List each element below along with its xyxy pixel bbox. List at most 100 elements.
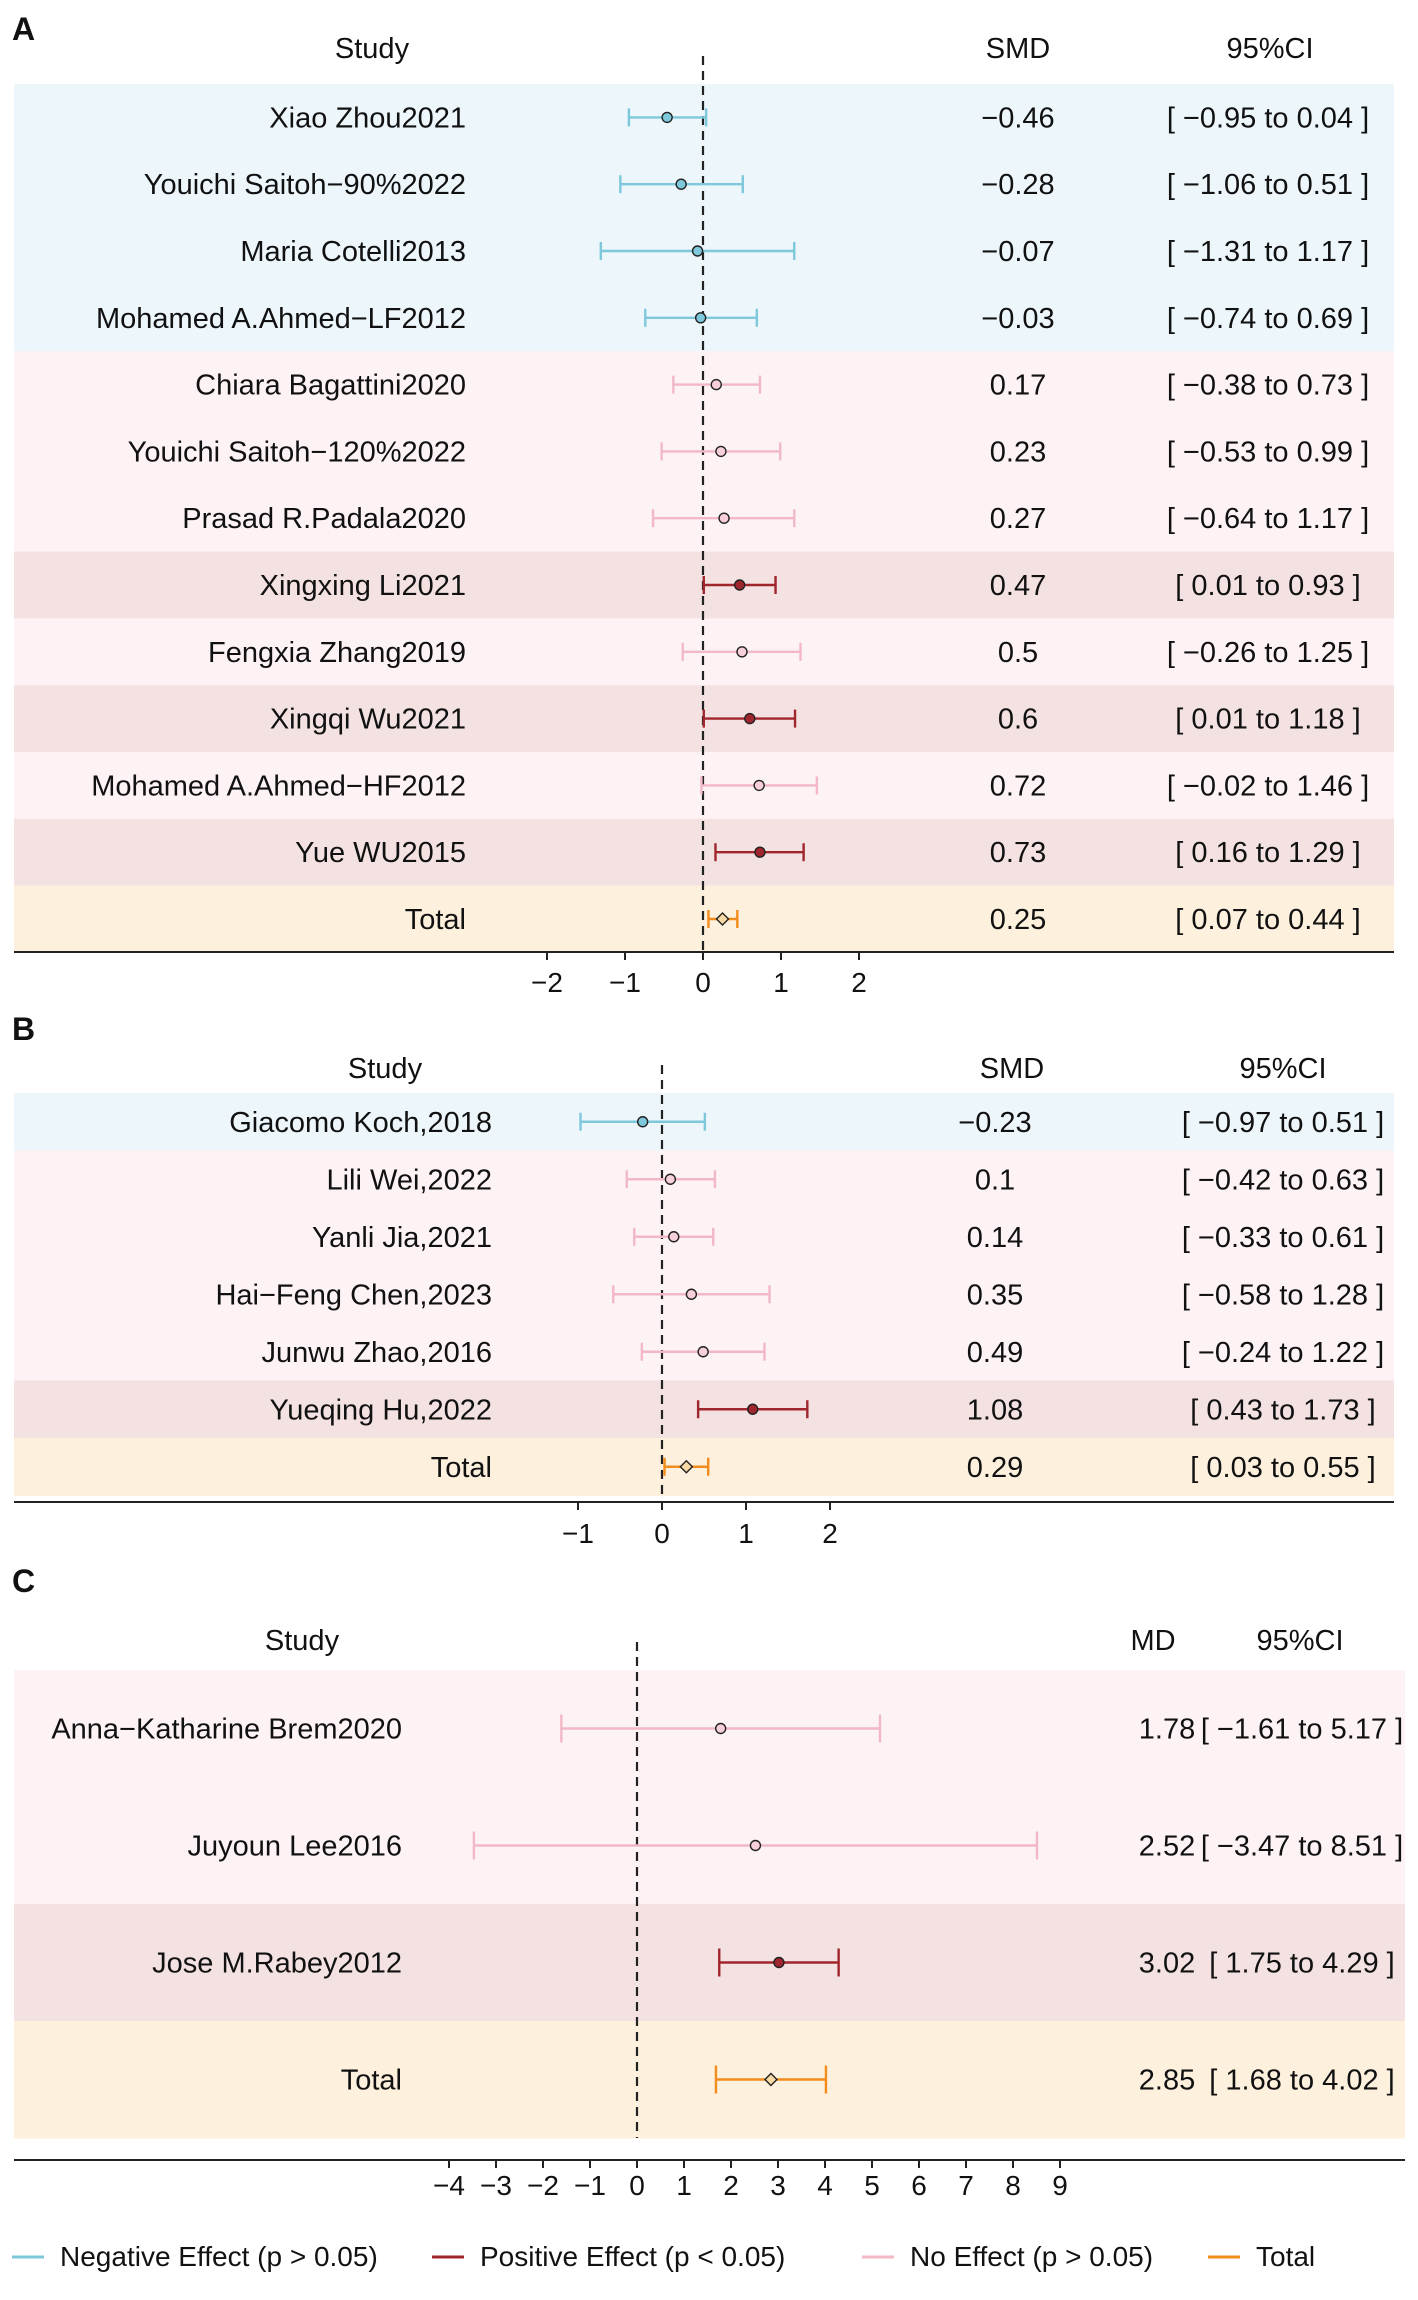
point-estimate <box>664 1173 677 1185</box>
point-estimate <box>694 312 707 324</box>
legend-label-none: No Effect (p > 0.05) <box>910 2241 1153 2272</box>
point-estimate <box>733 579 746 591</box>
estimate-value: 0.25 <box>990 904 1046 936</box>
point-estimate <box>661 111 673 124</box>
legend-label-total: Total <box>1256 2241 1315 2272</box>
row-background-c <box>14 2021 1405 2139</box>
header-ci-b: 95%CI <box>1239 1053 1326 1085</box>
point-estimate <box>715 445 727 458</box>
study-label: Jose M.Rabey2012 <box>152 1948 402 1980</box>
row-background-c <box>14 1904 1405 2022</box>
x-tick-label: −1 <box>609 967 641 998</box>
x-tick-label: 0 <box>695 967 711 998</box>
ci-value: [ −3.47 to 8.51 ] <box>1201 1831 1403 1863</box>
header-smd-b: SMD <box>980 1053 1044 1085</box>
ci-value: [ −0.53 to 0.99 ] <box>1167 436 1369 468</box>
legend-label-positive: Positive Effect (p < 0.05) <box>480 2241 785 2272</box>
header-study-a: Study <box>335 33 410 65</box>
study-label: Youichi Saitoh−90%2022 <box>144 169 466 201</box>
ci-value: [ 0.07 to 0.44 ] <box>1175 904 1360 936</box>
x-tick-label: 6 <box>911 2170 927 2201</box>
ci-value: [ −0.95 to 0.04 ] <box>1167 102 1369 134</box>
point-estimate <box>744 712 756 725</box>
ci-value: [ −0.38 to 0.73 ] <box>1167 370 1369 402</box>
estimate-value: 0.5 <box>998 637 1038 669</box>
x-tick-label: 4 <box>817 2170 833 2201</box>
ci-value: [ −1.31 to 1.17 ] <box>1167 236 1369 268</box>
panel-label-c: C <box>12 1563 35 1599</box>
study-label: Total <box>405 904 466 936</box>
estimate-value: 0.27 <box>990 503 1046 535</box>
study-label: Junwu Zhao,2016 <box>261 1337 492 1369</box>
estimate-value: 0.6 <box>998 704 1038 736</box>
study-label: Total <box>341 2065 402 2097</box>
header-study-b: Study <box>348 1053 423 1085</box>
study-label: Total <box>431 1452 492 1484</box>
point-estimate <box>675 178 687 190</box>
point-estimate <box>697 1346 709 1358</box>
study-label: Anna−Katharine Brem2020 <box>51 1714 402 1746</box>
estimate-value: 0.29 <box>967 1452 1023 1484</box>
ci-value: [ −1.61 to 5.17 ] <box>1201 1714 1403 1746</box>
estimate-value: 0.72 <box>990 770 1046 802</box>
x-tick-label: 7 <box>958 2170 974 2201</box>
estimate-value: 0.73 <box>990 837 1046 869</box>
ci-value: [ −0.97 to 0.51 ] <box>1182 1107 1384 1139</box>
x-tick-label: −4 <box>433 2170 465 2201</box>
study-label: Prasad R.Padala2020 <box>182 503 466 535</box>
header-ci-c: 95%CI <box>1256 1625 1343 1657</box>
estimate-value: −0.03 <box>981 303 1054 335</box>
study-label: Fengxia Zhang2019 <box>208 637 466 669</box>
study-label: Hai−Feng Chen,2023 <box>215 1279 492 1311</box>
estimate-value: 2.52 <box>1139 1831 1195 1863</box>
estimate-value: −0.46 <box>981 102 1054 134</box>
x-tick-label: 3 <box>770 2170 786 2201</box>
study-label: Xingxing Li2021 <box>260 570 466 602</box>
study-label: Xiao Zhou2021 <box>269 102 466 134</box>
ci-value: [ −0.33 to 0.61 ] <box>1182 1222 1384 1254</box>
estimate-value: 0.35 <box>967 1279 1023 1311</box>
x-tick-label: 1 <box>773 967 789 998</box>
ci-value: [ −0.02 to 1.46 ] <box>1167 770 1369 802</box>
ci-value: [ 0.43 to 1.73 ] <box>1190 1394 1375 1426</box>
panel-label-b: B <box>12 1011 35 1047</box>
forest-panel-b: Giacomo Koch,2018 −0.23 [ −0.97 to 0.51 ] L… <box>14 1065 1394 1549</box>
estimate-value: 1.78 <box>1139 1714 1195 1746</box>
estimate-value: 1.08 <box>967 1394 1023 1426</box>
pooled-estimate-diamond <box>715 912 730 926</box>
point-estimate <box>747 1403 759 1415</box>
estimate-value: −0.28 <box>981 169 1054 201</box>
estimate-value: 2.85 <box>1139 2065 1195 2097</box>
x-tick-label: 1 <box>738 1518 754 1549</box>
point-estimate <box>710 378 722 391</box>
ci-value: [ −0.26 to 1.25 ] <box>1167 637 1369 669</box>
point-estimate <box>714 1722 727 1735</box>
estimate-value: 0.23 <box>990 436 1046 468</box>
ci-value: [ −0.24 to 1.22 ] <box>1182 1337 1384 1369</box>
point-estimate <box>736 646 748 658</box>
forest-panel-a: Xiao Zhou2021 −0.46 [ −0.95 to 0.04 ] Youic… <box>14 56 1394 998</box>
study-label: Lili Wei,2022 <box>326 1164 492 1196</box>
x-tick-label: 2 <box>723 2170 739 2201</box>
x-tick-label: 5 <box>864 2170 880 2201</box>
study-label: Chiara Bagattini2020 <box>195 370 466 402</box>
estimate-value: 0.1 <box>975 1164 1015 1196</box>
point-estimate <box>749 1839 762 1852</box>
legend: Negative Effect (p > 0.05) Positive Effec… <box>12 2241 1315 2272</box>
ci-value: [ 0.01 to 0.93 ] <box>1175 570 1360 602</box>
estimate-value: 0.17 <box>990 370 1046 402</box>
ci-value: [ 0.01 to 1.18 ] <box>1175 704 1360 736</box>
x-tick-label: −1 <box>574 2170 606 2201</box>
ci-value: [ 1.68 to 4.02 ] <box>1209 2065 1394 2097</box>
study-label: Yanli Jia,2021 <box>312 1222 492 1254</box>
study-label: Juyoun Lee2016 <box>188 1831 402 1863</box>
x-tick-label: −2 <box>527 2170 559 2201</box>
x-tick-label: 2 <box>822 1518 838 1549</box>
panel-label-a: A <box>12 11 35 47</box>
ci-value: [ 0.16 to 1.29 ] <box>1175 837 1360 869</box>
study-label: Mohamed A.Ahmed−HF2012 <box>91 770 466 802</box>
point-estimate <box>685 1288 698 1300</box>
header-ci-a: 95%CI <box>1226 33 1313 65</box>
estimate-value: 0.47 <box>990 570 1046 602</box>
